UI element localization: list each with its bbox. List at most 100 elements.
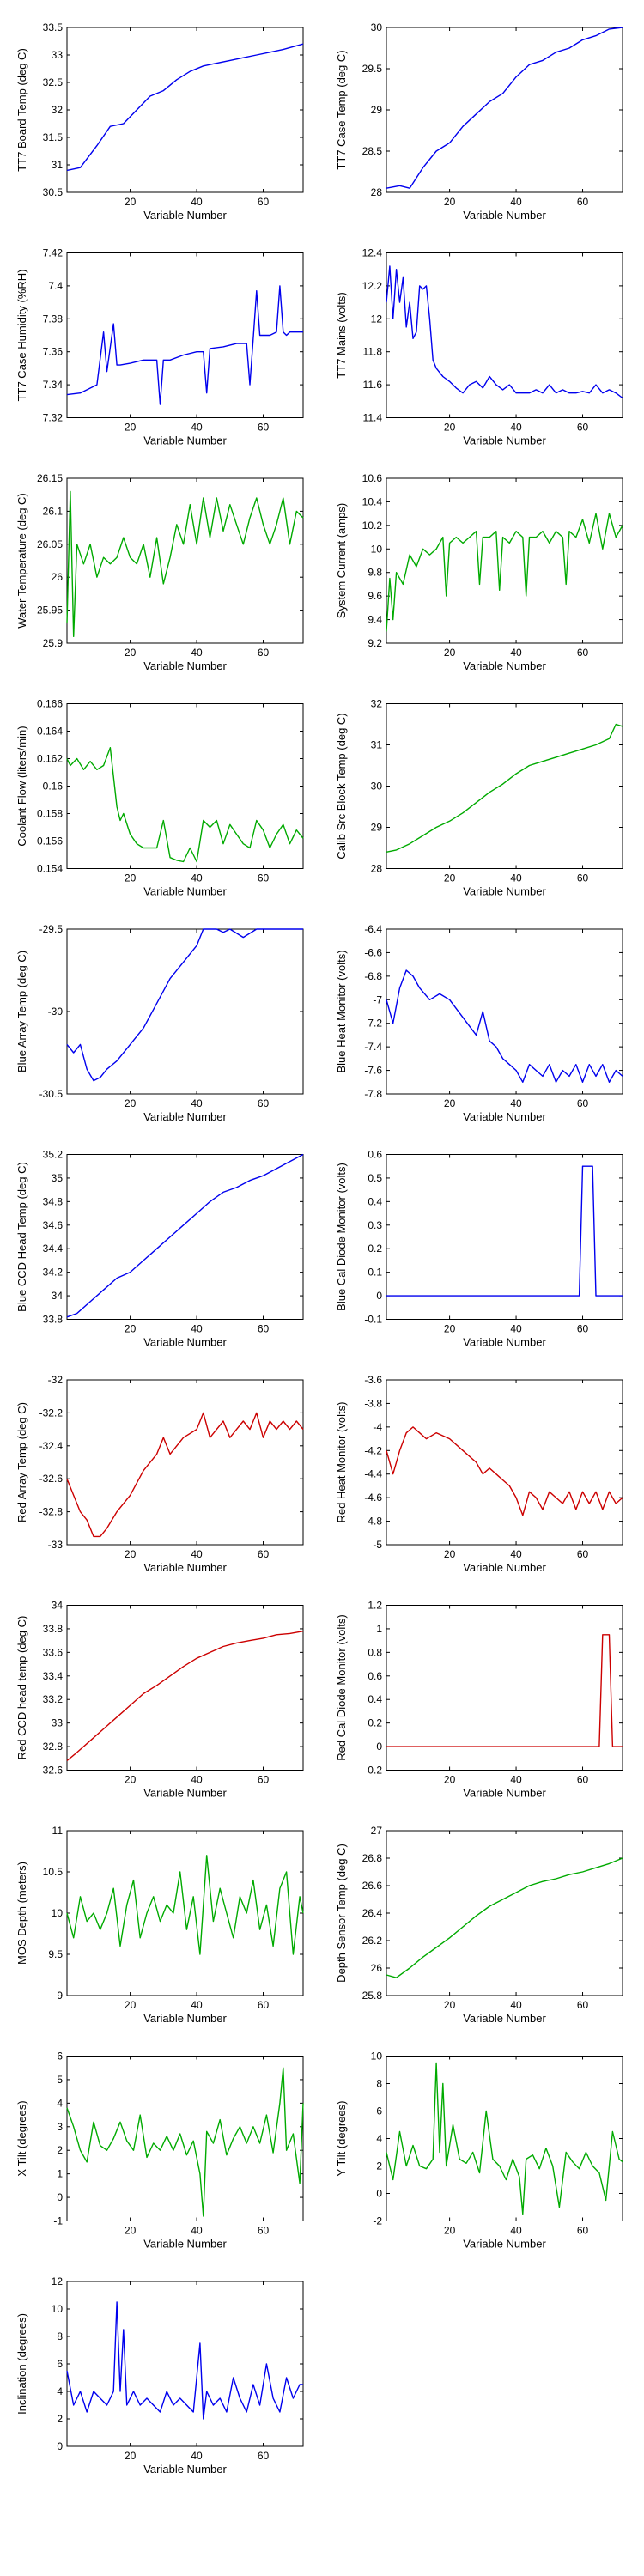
y-axis-label: Red Cal Diode Monitor (volts) xyxy=(335,1614,348,1761)
series-line xyxy=(386,1165,623,1297)
y-tick-label: -7.6 xyxy=(364,1065,382,1077)
y-tick-label: 34.2 xyxy=(43,1267,64,1279)
y-tick-label: 0.16 xyxy=(43,781,64,793)
y-tick-label: 10 xyxy=(52,2303,64,2315)
x-tick-label: 60 xyxy=(258,1548,270,1560)
plot-frame xyxy=(66,2056,304,2221)
x-tick-label: 20 xyxy=(125,2450,137,2462)
y-tick-label: 29 xyxy=(371,822,383,834)
y-axis-label: Calib Src Block Temp (deg C) xyxy=(335,713,348,859)
x-tick-label: 20 xyxy=(125,872,137,884)
y-tick-label: -4.2 xyxy=(364,1444,382,1456)
plot-frame xyxy=(386,2056,623,2221)
y-tick-label: 0 xyxy=(57,2191,63,2203)
x-tick-label: 40 xyxy=(510,1548,522,1560)
x-tick-label: 60 xyxy=(577,1999,589,2011)
series-line xyxy=(386,513,623,632)
y-tick-label: 30 xyxy=(371,21,383,33)
y-axis-label: Blue Heat Monitor (volts) xyxy=(335,950,348,1072)
y-axis-label: TT7 Case Temp (deg C) xyxy=(335,50,348,169)
series-line xyxy=(386,1426,623,1516)
y-tick-label: 29 xyxy=(371,104,383,116)
y-tick-label: -6.4 xyxy=(364,923,382,935)
y-tick-label: 0.166 xyxy=(37,698,63,710)
y-tick-label: 10.2 xyxy=(362,519,383,532)
y-tick-label: 33.4 xyxy=(43,1670,64,1682)
y-tick-label: 26.6 xyxy=(362,1880,383,1892)
y-tick-label: 4 xyxy=(57,2097,63,2109)
y-tick-label: 33.6 xyxy=(43,1646,64,1658)
y-tick-label: 0.4 xyxy=(368,1195,382,1207)
y-tick-label: 32 xyxy=(52,104,64,116)
y-tick-label: 26.15 xyxy=(37,472,63,484)
y-tick-label: 26.2 xyxy=(362,1935,383,1947)
x-tick-label: 40 xyxy=(191,647,203,659)
y-axis-label: TT7 Mains (volts) xyxy=(335,292,348,378)
x-tick-label: 40 xyxy=(191,1548,203,1560)
plot-frame xyxy=(66,1605,304,1771)
series-line xyxy=(66,747,304,863)
y-tick-label: 7.38 xyxy=(43,313,64,325)
y-tick-label: 26.8 xyxy=(362,1852,383,1864)
plot-frame xyxy=(386,252,623,418)
chart-panel: -7.8 -7.6 -7.4 -7.2 -7 -6.8 -6.6 -6.4 20 40 60 Vari… xyxy=(335,923,623,1123)
plot-frame xyxy=(386,1154,623,1320)
y-tick-label: 31 xyxy=(52,159,64,171)
y-tick-label: -5 xyxy=(373,1539,382,1551)
y-tick-label: 7.34 xyxy=(43,379,64,391)
y-tick-label: 33.2 xyxy=(43,1693,64,1705)
y-tick-label: -32.6 xyxy=(39,1473,64,1485)
series-line xyxy=(386,265,623,399)
y-tick-label: 8 xyxy=(57,2330,63,2342)
x-axis-label: Variable Number xyxy=(143,2238,227,2251)
y-tick-label: 10 xyxy=(371,543,383,555)
series-line xyxy=(66,1855,304,1955)
y-tick-label: 33.8 xyxy=(43,1314,64,1326)
y-tick-label: 26 xyxy=(52,571,64,583)
y-tick-label: 2 xyxy=(57,2413,63,2425)
y-tick-label: 10 xyxy=(371,2050,383,2063)
y-tick-label: 33 xyxy=(52,49,64,61)
y-tick-label: 34 xyxy=(52,1600,64,1612)
x-tick-label: 20 xyxy=(125,2225,137,2237)
x-axis-label: Variable Number xyxy=(143,2463,227,2476)
x-tick-label: 20 xyxy=(125,1323,137,1335)
x-tick-label: 20 xyxy=(444,872,456,884)
x-tick-label: 20 xyxy=(444,1774,456,1786)
y-tick-label: 12.2 xyxy=(362,280,383,292)
x-tick-label: 20 xyxy=(444,647,456,659)
y-tick-label: 9.4 xyxy=(368,614,382,626)
y-tick-label: -7.4 xyxy=(364,1041,382,1053)
y-tick-label: 30.5 xyxy=(43,186,64,198)
plot-frame xyxy=(386,703,623,869)
y-tick-label: -0.2 xyxy=(364,1765,382,1777)
x-tick-label: 60 xyxy=(258,1323,270,1335)
chart-panel: 25.8 26 26.2 26.4 26.6 26.8 27 20 40 60 Variable N… xyxy=(335,1825,623,2025)
y-tick-label: 11.4 xyxy=(363,412,383,424)
x-tick-label: 40 xyxy=(510,872,522,884)
chart-panel: 9 9.5 10 10.5 11 20 40 60 Variable Number MOS Dep… xyxy=(15,1825,304,2025)
y-axis-label: Blue CCD Head Temp (deg C) xyxy=(15,1162,28,1312)
y-tick-label: 27 xyxy=(371,1825,383,1837)
x-axis-label: Variable Number xyxy=(143,2012,227,2025)
x-tick-label: 40 xyxy=(510,1999,522,2011)
x-tick-label: 40 xyxy=(191,1097,203,1109)
y-axis-label: Red CCD head temp (deg C) xyxy=(15,1616,28,1760)
x-axis-label: Variable Number xyxy=(143,1787,227,1800)
y-tick-label: 0 xyxy=(57,2440,63,2452)
chart-panel: 30.5 31 31.5 32 32.5 33 33.5 20 40 60 Variable Num… xyxy=(15,21,304,222)
y-axis-label: TT7 Case Humidity (%RH) xyxy=(15,270,28,402)
y-tick-label: 34.4 xyxy=(43,1242,64,1255)
y-axis-label: Inclination (degrees) xyxy=(15,2313,28,2415)
y-tick-label: -7.8 xyxy=(364,1088,382,1100)
y-tick-label: 0.158 xyxy=(37,808,63,820)
y-tick-label: 26 xyxy=(371,1962,383,1974)
series-line xyxy=(66,2301,303,2420)
x-axis-label: Variable Number xyxy=(463,1787,546,1800)
y-tick-label: 32.8 xyxy=(43,1741,64,1753)
y-tick-label: 7.4 xyxy=(48,280,63,292)
chart-panel: 0 2 4 6 8 10 12 20 40 60 Variable Number Inclinatio… xyxy=(15,2275,304,2476)
x-axis-label: Variable Number xyxy=(463,434,546,447)
y-tick-label: -7.2 xyxy=(364,1018,382,1030)
